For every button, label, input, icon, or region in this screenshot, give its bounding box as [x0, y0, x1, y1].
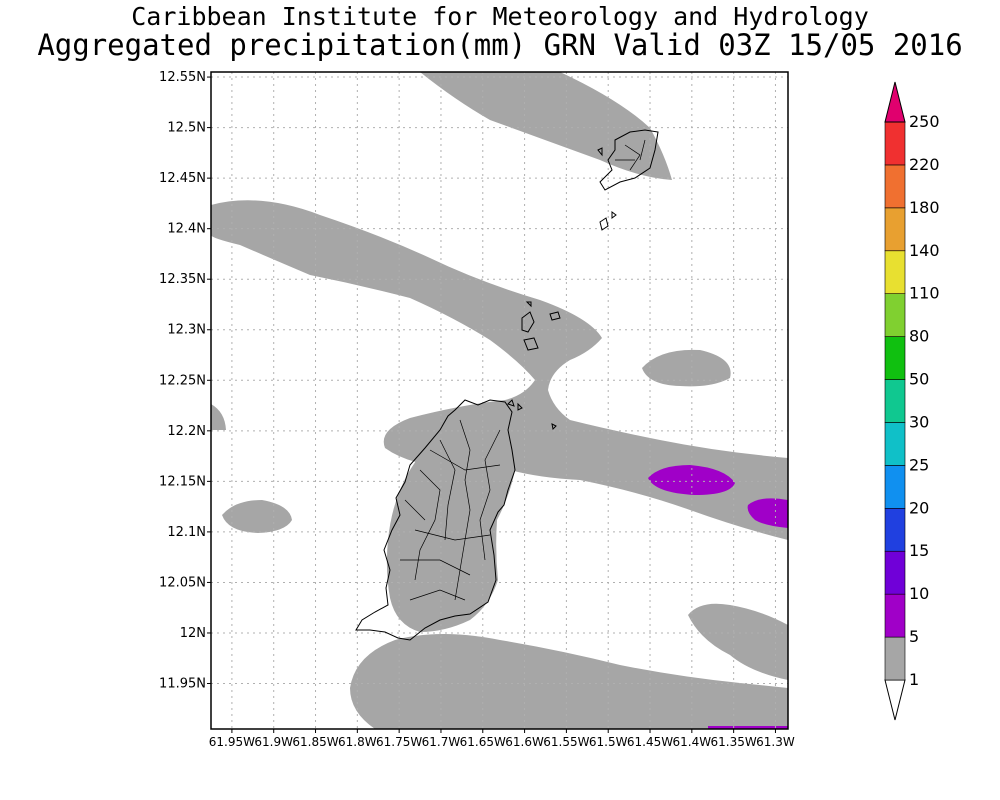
grenada-coastline — [355, 399, 516, 641]
lat-label: 12.3N — [167, 323, 206, 338]
precip-area-south-band — [350, 634, 788, 729]
legend-swatch — [884, 550, 906, 595]
lon-label: 61.3W — [756, 735, 795, 749]
legend-swatch — [884, 465, 906, 509]
precip-area-southeast-blob — [688, 603, 788, 680]
grenada-interior-ridges — [400, 419, 501, 601]
precip-layer — [211, 72, 788, 729]
lon-label: 61.35W — [711, 735, 757, 749]
coastline-layer — [355, 129, 659, 641]
grenadines-islet-e — [507, 399, 515, 407]
legend-swatch — [884, 207, 906, 252]
carriacou-coastline — [599, 129, 659, 191]
legend-label: 15 — [909, 541, 929, 560]
legend-swatch — [884, 293, 906, 337]
legend-swatch — [884, 593, 906, 638]
lat-label: 12.5N — [167, 121, 206, 136]
small-islet-2 — [611, 211, 617, 219]
grenadines-islet-a — [521, 311, 535, 333]
lon-label: 61.6W — [505, 735, 544, 749]
lon-label: 61.95W — [209, 735, 255, 749]
grenadines-islet-d — [525, 301, 532, 308]
precip-area-purple-edge — [747, 498, 788, 528]
lat-label: 12.55N — [159, 70, 206, 85]
lon-label: 61.9W — [254, 735, 293, 749]
legend-label: 250 — [909, 112, 940, 131]
precip-area-central-band — [211, 200, 788, 541]
legend-swatch — [884, 679, 906, 721]
carriacou-interior — [615, 139, 646, 171]
legend-swatch — [884, 121, 906, 166]
lat-label: 12.4N — [167, 222, 206, 237]
chart-subtitle: Aggregated precipitation(mm) GRN Valid 0… — [37, 28, 963, 62]
lon-label: 61.45W — [627, 735, 673, 749]
legend-label: 30 — [909, 412, 929, 431]
small-islet-3 — [597, 147, 603, 157]
grenadines-islet-f — [517, 402, 523, 411]
plot-frame — [210, 71, 789, 730]
chart-title: Caribbean Institute for Meteorology and … — [131, 2, 869, 31]
legend-label: 1 — [909, 670, 919, 689]
lon-label: 61.5W — [589, 735, 628, 749]
precip-area-west-blob — [222, 500, 292, 533]
legend-label: 110 — [909, 284, 940, 303]
legend-label: 50 — [909, 370, 929, 389]
lat-label: 12.1N — [167, 525, 206, 540]
lon-label: 61.7W — [422, 735, 461, 749]
lon-label: 61.55W — [543, 735, 589, 749]
lat-label: 12N — [180, 626, 206, 641]
latitude-labels: 12.55N 12.5N 12.45N 12.4N 12.35N 12.3N 12.25N 1… — [159, 70, 211, 692]
legend-swatch — [884, 379, 906, 423]
legend-swatch — [884, 422, 906, 466]
lon-label: 61.8W — [338, 735, 377, 749]
legend-swatch — [884, 508, 906, 552]
grenadines-islet-g — [551, 423, 557, 431]
precip-area-west-edge — [211, 404, 226, 430]
legend-swatch — [884, 336, 906, 380]
lat-label: 12.35N — [159, 272, 206, 287]
lat-label: 12.45N — [159, 171, 206, 186]
lon-label: 61.75W — [376, 735, 422, 749]
legend-swatch — [884, 164, 906, 209]
lon-label: 61.4W — [673, 735, 712, 749]
longitude-labels: 61.95W 61.9W 61.85W 61.8W 61.75W 61.7W 61.65W 6… — [209, 729, 795, 749]
legend-label: 140 — [909, 241, 940, 260]
lon-label: 61.65W — [460, 735, 506, 749]
legend-swatch — [884, 636, 906, 681]
grenadines-islet-c — [549, 311, 561, 321]
lat-label: 12.2N — [167, 424, 206, 439]
legend-label: 25 — [909, 455, 929, 474]
grid-lines — [211, 72, 788, 729]
lat-label: 12.05N — [159, 575, 206, 590]
small-islet-1 — [599, 217, 609, 231]
legend-label: 220 — [909, 155, 940, 174]
legend-label: 180 — [909, 198, 940, 217]
precip-area-east-blob — [642, 349, 731, 387]
grenadines-islet-b — [523, 337, 539, 351]
lat-label: 12.15N — [159, 474, 206, 489]
legend-label: 5 — [909, 627, 919, 646]
lat-label: 12.25N — [159, 373, 206, 388]
legend-swatch — [884, 81, 906, 123]
legend-swatch — [884, 250, 906, 294]
legend-label: 20 — [909, 498, 929, 517]
lon-label: 61.85W — [292, 735, 338, 749]
precip-area-north-band — [420, 72, 672, 180]
legend-label: 10 — [909, 584, 929, 603]
lat-label: 11.95N — [159, 677, 206, 692]
legend-label: 80 — [909, 327, 929, 346]
